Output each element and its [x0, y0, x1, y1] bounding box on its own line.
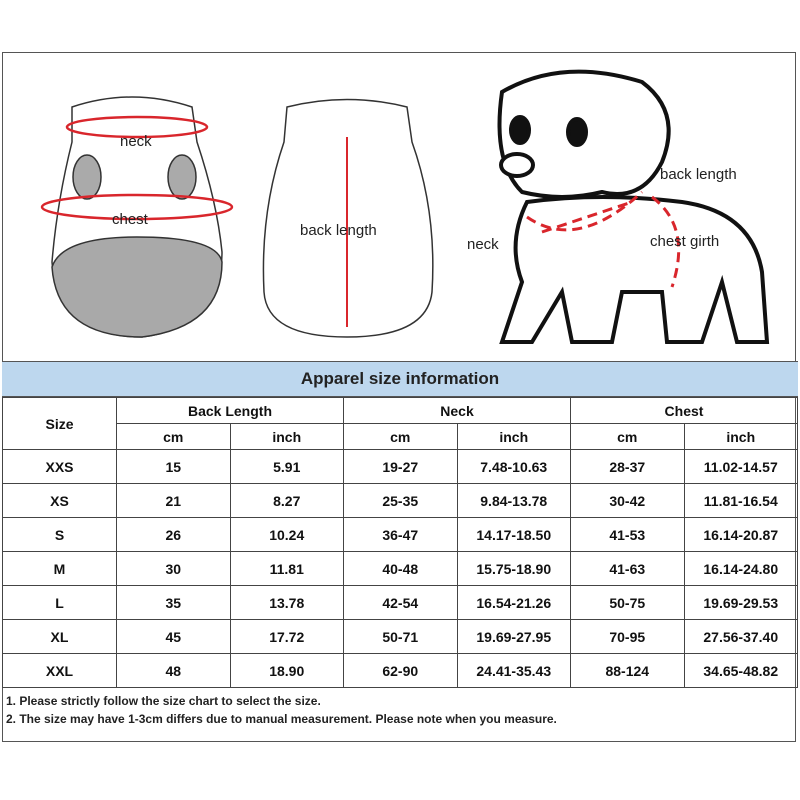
value-cell: 28-37: [570, 449, 685, 484]
value-cell: 5.91: [229, 449, 344, 484]
value-cell: 16.14-20.87: [683, 517, 798, 552]
table-title: Apparel size information: [2, 361, 798, 397]
value-cell: 10.24: [229, 517, 344, 552]
value-cell: 41-63: [570, 551, 685, 586]
unit-header: cm: [116, 423, 231, 450]
value-cell: 30-42: [570, 483, 685, 518]
unit-header: inch: [456, 423, 571, 450]
value-cell: 27.56-37.40: [683, 619, 798, 654]
unit-header: cm: [343, 423, 458, 450]
neck-header: Neck: [343, 397, 571, 424]
table-row: M 30 11.81 40-48 15.75-18.90 41-63 16.14-24.80: [2, 551, 798, 586]
value-cell: 15.75-18.90: [456, 551, 571, 586]
value-cell: 41-53: [570, 517, 685, 552]
value-cell: 19.69-29.53: [683, 585, 798, 620]
value-cell: 21: [116, 483, 231, 518]
value-cell: 35: [116, 585, 231, 620]
value-cell: 14.17-18.50: [456, 517, 571, 552]
vest-chest-label: chest: [112, 211, 149, 228]
dog-illustration: [497, 69, 770, 344]
value-cell: 17.72: [229, 619, 344, 654]
value-cell: 11.81: [229, 551, 344, 586]
dog-neck-label: neck: [467, 236, 499, 253]
value-cell: 18.90: [229, 653, 344, 688]
note-2: 2. The size may have 1-3cm differs due t…: [6, 712, 557, 726]
dog-back-length-label: back length: [660, 166, 737, 183]
value-cell: 15: [116, 449, 231, 484]
value-cell: 24.41-35.43: [456, 653, 571, 688]
dog-chest-girth-label: chest girth: [650, 233, 719, 250]
table-row: XXS 15 5.91 19-27 7.48-10.63 28-37 11.02-14.57: [2, 449, 798, 484]
value-cell: 9.84-13.78: [456, 483, 571, 518]
value-cell: 19.69-27.95: [456, 619, 571, 654]
note-1: 1. Please strictly follow the size chart…: [6, 694, 321, 708]
size-table: Size Back Length Neck Chest cm inch cm inch…: [2, 397, 798, 688]
vest-back-illustration: [262, 98, 434, 338]
back-length-header: Back Length: [116, 397, 344, 424]
table-row: XL 45 17.72 50-71 19.69-27.95 70-95 27.56-37.4…: [2, 619, 798, 654]
size-cell: M: [2, 551, 117, 586]
size-cell: XS: [2, 483, 117, 518]
unit-header: inch: [229, 423, 344, 450]
value-cell: 48: [116, 653, 231, 688]
value-cell: 11.81-16.54: [683, 483, 798, 518]
value-cell: 11.02-14.57: [683, 449, 798, 484]
size-cell: XXS: [2, 449, 117, 484]
size-cell: L: [2, 585, 117, 620]
size-cell: XL: [2, 619, 117, 654]
value-cell: 88-124: [570, 653, 685, 688]
unit-header: inch: [683, 423, 798, 450]
value-cell: 50-75: [570, 585, 685, 620]
table-row: XS 21 8.27 25-35 9.84-13.78 30-42 11.81-16.54: [2, 483, 798, 518]
value-cell: 30: [116, 551, 231, 586]
value-cell: 7.48-10.63: [456, 449, 571, 484]
value-cell: 19-27: [343, 449, 458, 484]
value-cell: 62-90: [343, 653, 458, 688]
value-cell: 26: [116, 517, 231, 552]
vest-back-length-label: back length: [300, 222, 377, 239]
notes: 1. Please strictly follow the size chart…: [6, 692, 557, 728]
chest-header: Chest: [570, 397, 798, 424]
value-cell: 8.27: [229, 483, 344, 518]
size-cell: XXL: [2, 653, 117, 688]
value-cell: 50-71: [343, 619, 458, 654]
value-cell: 16.54-21.26: [456, 585, 571, 620]
vest-neck-label: neck: [120, 133, 152, 150]
value-cell: 25-35: [343, 483, 458, 518]
vest-front-illustration: [40, 96, 234, 338]
value-cell: 45: [116, 619, 231, 654]
size-cell: S: [2, 517, 117, 552]
value-cell: 13.78: [229, 585, 344, 620]
table-row: L 35 13.78 42-54 16.54-21.26 50-75 19.69-29.53: [2, 585, 798, 620]
value-cell: 34.65-48.82: [683, 653, 798, 688]
value-cell: 16.14-24.80: [683, 551, 798, 586]
value-cell: 36-47: [343, 517, 458, 552]
unit-header: cm: [570, 423, 685, 450]
value-cell: 42-54: [343, 585, 458, 620]
value-cell: 70-95: [570, 619, 685, 654]
table-row: S 26 10.24 36-47 14.17-18.50 41-53 16.14-20.87: [2, 517, 798, 552]
value-cell: 40-48: [343, 551, 458, 586]
measurement-illustrations: neck chest back length back length neck …: [40, 69, 770, 344]
size-header: Size: [2, 397, 117, 450]
table-row: XXL 48 18.90 62-90 24.41-35.43 88-124 34.65-48…: [2, 653, 798, 688]
